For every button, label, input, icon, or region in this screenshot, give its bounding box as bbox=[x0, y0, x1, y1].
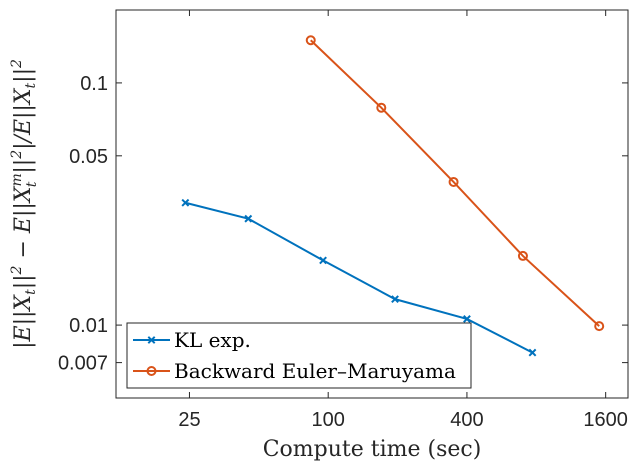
y-tick-label: 0.01 bbox=[69, 315, 108, 337]
marker-stroke bbox=[463, 315, 471, 323]
legend-label: Backward Euler–Maruyama bbox=[174, 359, 456, 383]
y-axis-label: |E||Xt||2 − E||Xmt||2|/E||Xt||2 bbox=[9, 59, 40, 349]
marker-stroke bbox=[319, 256, 327, 265]
series-line bbox=[310, 39, 600, 327]
legend-entries: KL exp. Backward Euler–Maruyama bbox=[133, 328, 456, 383]
y-tick-label: 0.1 bbox=[80, 73, 108, 95]
marker-stroke bbox=[391, 295, 399, 304]
marker-stroke bbox=[528, 348, 537, 357]
x-tick-label: 25 bbox=[178, 409, 200, 431]
data-point bbox=[517, 250, 528, 261]
data-point bbox=[391, 295, 399, 304]
x-axis-label: Compute time (sec) bbox=[263, 437, 482, 462]
x-tick-label: 400 bbox=[450, 409, 483, 431]
legend-marker bbox=[146, 366, 157, 376]
x-tick-label: 100 bbox=[312, 409, 345, 431]
legend-box bbox=[126, 322, 472, 389]
data-point bbox=[319, 256, 327, 265]
y-ticks: 0.007 0.01 0.05 0.1 bbox=[58, 73, 628, 375]
data-point bbox=[181, 198, 190, 207]
data-point bbox=[305, 35, 316, 46]
legend: KL exp. Backward Euler–Maruyama bbox=[126, 322, 472, 389]
data-point bbox=[463, 315, 471, 323]
data-point bbox=[376, 102, 387, 113]
data-point bbox=[448, 176, 459, 187]
marker-stroke bbox=[244, 214, 253, 223]
series-2 bbox=[305, 35, 605, 332]
legend-entry: Backward Euler–Maruyama bbox=[133, 359, 456, 383]
x-tick-label: 1600 bbox=[583, 409, 628, 431]
marker-stroke bbox=[181, 198, 190, 207]
legend-entry: KL exp. bbox=[133, 328, 251, 352]
series-1 bbox=[181, 198, 537, 357]
y-tick-label: 0.05 bbox=[69, 146, 108, 168]
legend-label: KL exp. bbox=[174, 328, 251, 352]
marker-stroke bbox=[147, 336, 156, 344]
data-point bbox=[594, 321, 605, 332]
legend-marker bbox=[147, 336, 156, 344]
y-tick-label: 0.007 bbox=[58, 353, 108, 375]
data-point bbox=[528, 348, 537, 357]
series-layer bbox=[181, 35, 605, 357]
x-ticks: 25 100 400 1600 bbox=[178, 10, 628, 431]
series-line bbox=[185, 201, 533, 354]
svg-text:|E||Xt||2 − E||Xmt||2|/E||Xt||: |E||Xt||2 − E||Xmt||2|/E||Xt||2 bbox=[9, 59, 40, 349]
data-point bbox=[244, 214, 253, 223]
